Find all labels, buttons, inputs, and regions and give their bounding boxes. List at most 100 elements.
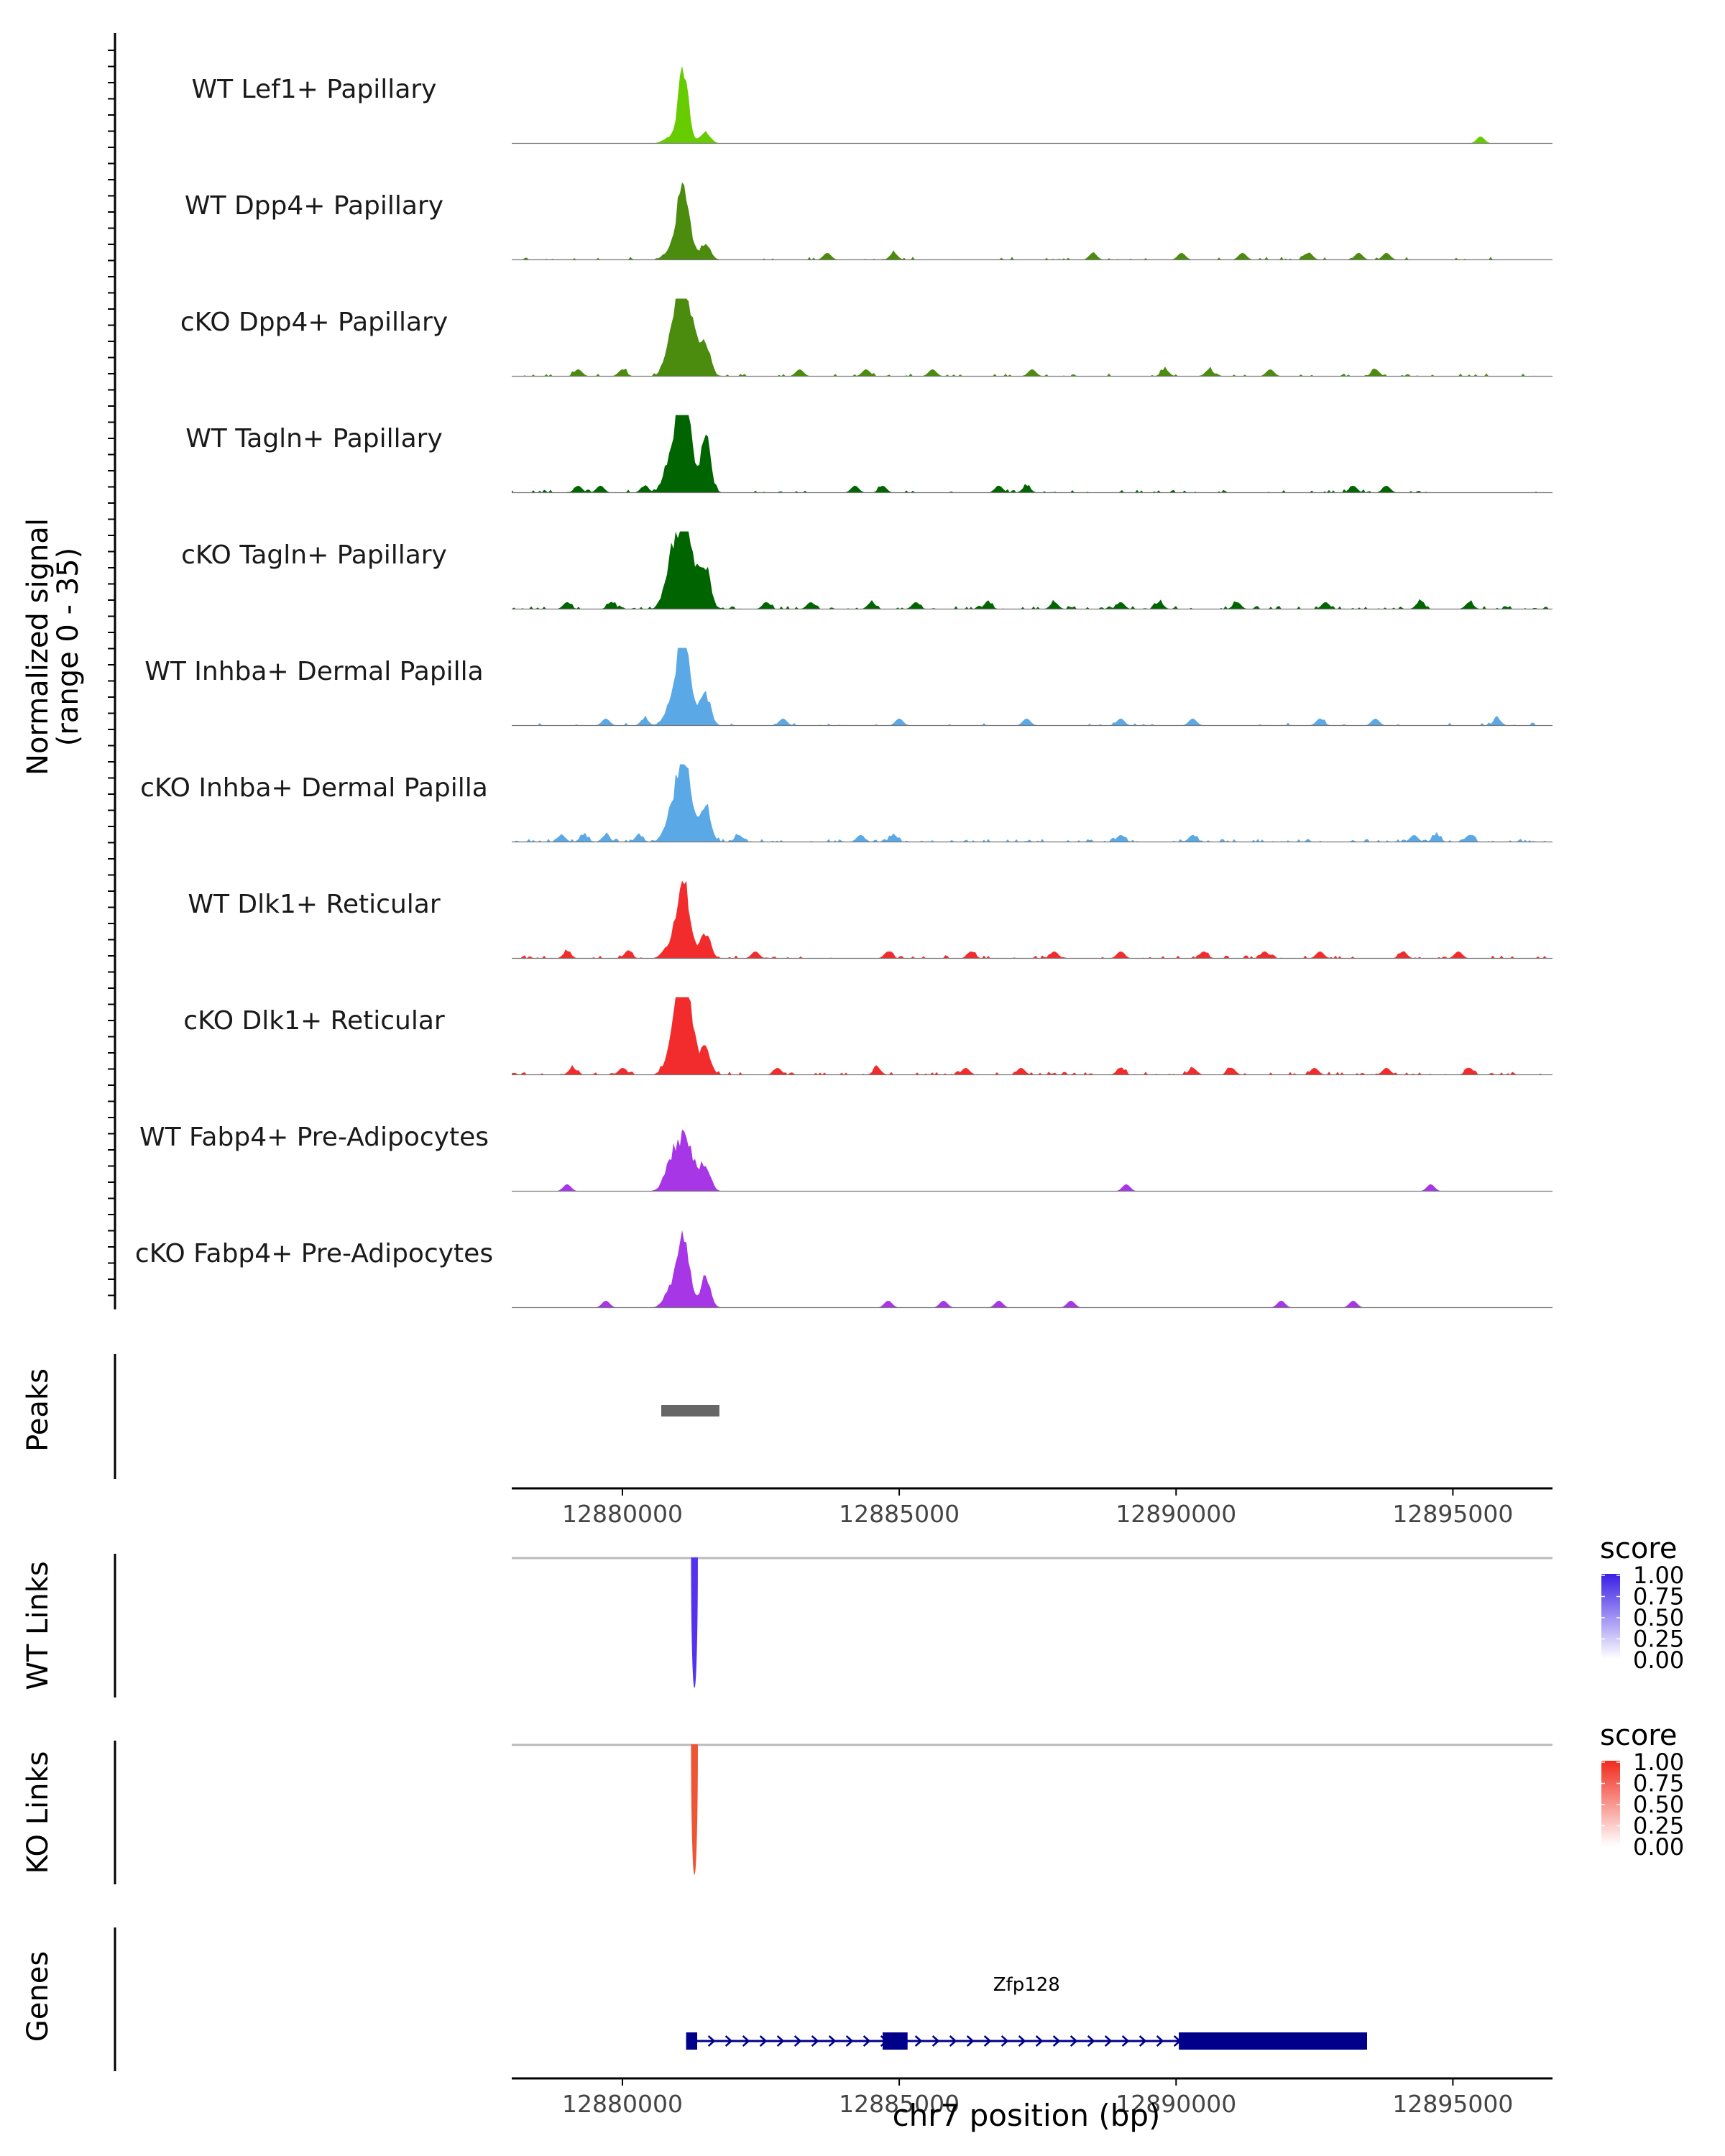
track-label: WT Fabp4+ Pre-Adipocytes: [139, 1123, 489, 1152]
legend-tick-label: 0.00: [1633, 1646, 1684, 1674]
x-tick-label: 12895000: [1392, 1500, 1513, 1528]
x-tick-label: 12890000: [1116, 2090, 1236, 2118]
strand-arrow: [794, 2035, 802, 2047]
links-label: KO Links: [22, 1751, 55, 1874]
gene-exon: [883, 2032, 908, 2050]
legend-colorbar: [1601, 1574, 1620, 1659]
x-axis-bottom: 12880000 12885000 12890000 12895000: [512, 2077, 1552, 2118]
legend-tick-label: 0.00: [1633, 1833, 1684, 1861]
coverage-track: cKO Tagln+ Papillary: [181, 531, 1552, 610]
legend-tick-label: 0.75: [1633, 1770, 1684, 1797]
x-tick-label: 12880000: [562, 2090, 683, 2118]
coverage-track: WT Inhba+ Dermal Papilla: [144, 648, 1552, 727]
coverage-signal-area: [512, 415, 1552, 493]
signal-axis-label-line1: Normalized signal: [22, 518, 55, 775]
gene-model: Zfp128: [686, 1974, 1367, 2050]
coverage-signal-area: [512, 880, 1552, 959]
strand-arrow: [914, 2035, 923, 2047]
strand-arrow: [1070, 2035, 1078, 2047]
x-tick-label: 12890000: [1116, 1500, 1236, 1528]
genes-label: Genes: [22, 1951, 55, 2042]
strand-arrow: [1104, 2035, 1113, 2047]
link-arc: [691, 1744, 698, 1875]
x-axis-mid: 12880000 12885000 12890000 12895000: [512, 1487, 1552, 1528]
track-label: cKO Inhba+ Dermal Papilla: [140, 773, 488, 803]
strand-arrow: [949, 2035, 957, 2047]
track-label: cKO Dlk1+ Reticular: [183, 1006, 445, 1036]
strand-arrow: [1052, 2035, 1061, 2047]
legend-tick-label: 1.00: [1633, 1749, 1684, 1776]
links-label: WT Links: [22, 1561, 55, 1690]
peak-region: [661, 1405, 719, 1416]
strand-arrow: [845, 2035, 854, 2047]
peaks-label: Peaks: [22, 1368, 55, 1452]
track-label: WT Lef1+ Papillary: [192, 75, 437, 104]
coverage-signal-area: [512, 182, 1552, 260]
legend-tick-label: 0.25: [1633, 1626, 1684, 1653]
strand-arrow: [759, 2035, 768, 2047]
coverage-signal-area: [512, 764, 1552, 842]
strand-arrow: [707, 2035, 716, 2047]
coverage-track: WT Dpp4+ Papillary: [185, 182, 1552, 261]
gene-exon: [686, 2032, 697, 2050]
coverage-signal-area: [512, 648, 1552, 726]
x-tick-label: 12880000: [562, 1500, 683, 1528]
track-label: WT Dlk1+ Reticular: [188, 890, 440, 919]
coverage-track: cKO Dlk1+ Reticular: [183, 997, 1552, 1076]
coverage-track: WT Dlk1+ Reticular: [188, 880, 1552, 959]
strand-arrow: [828, 2035, 837, 2047]
x-tick-label: 12885000: [839, 2090, 960, 2118]
peaks-panel: Peaks: [22, 1368, 719, 1452]
strand-arrow: [1018, 2035, 1026, 2047]
strand-arrow: [1121, 2035, 1130, 2047]
legend-title: score: [1600, 1532, 1677, 1565]
coverage-signal-area: [512, 65, 1552, 144]
legend-tick-label: 0.75: [1633, 1583, 1684, 1611]
strand-arrow: [1087, 2035, 1095, 2047]
coverage-tracks: WT Lef1+ Papillary WT Dpp4+ Papillary cKO …: [135, 65, 1552, 1309]
gene-exon: [1179, 2032, 1367, 2050]
gene-name-label: Zfp128: [993, 1974, 1060, 1996]
legend-tick-label: 0.50: [1633, 1791, 1684, 1818]
x-axis-title: chr7 position (bp): [893, 2098, 1161, 2133]
track-label: cKO Fabp4+ Pre-Adipocytes: [135, 1239, 493, 1268]
strand-arrow: [862, 2035, 871, 2047]
coverage-track: cKO Inhba+ Dermal Papilla: [140, 764, 1552, 843]
coverage-signal-area: [512, 1129, 1552, 1192]
legend-colorbar: [1601, 1761, 1620, 1846]
link-arc: [691, 1557, 698, 1688]
coverage-track: WT Tagln+ Papillary: [185, 415, 1552, 494]
track-label: cKO Tagln+ Papillary: [181, 540, 447, 570]
strand-arrow: [811, 2035, 819, 2047]
legend-tick-label: 1.00: [1633, 1562, 1684, 1589]
strand-arrow: [742, 2035, 750, 2047]
legend-tick-label: 0.50: [1633, 1604, 1684, 1631]
strand-arrow: [1138, 2035, 1147, 2047]
strand-arrow: [1000, 2035, 1009, 2047]
signal-axis-label: Normalized signal (range 0 - 35): [22, 518, 85, 775]
coverage-signal-area: [512, 298, 1552, 377]
legend-title: score: [1600, 1719, 1677, 1752]
coverage-signal-area: [512, 1230, 1552, 1308]
x-tick-label: 12885000: [839, 1500, 960, 1528]
strand-arrow: [932, 2035, 940, 2047]
strand-arrow: [724, 2035, 733, 2047]
track-label: WT Dpp4+ Papillary: [185, 191, 443, 221]
signal-axis-label-line2: (range 0 - 35): [52, 548, 85, 746]
coverage-signal-area: [512, 531, 1552, 609]
coverage-track: cKO Fabp4+ Pre-Adipocytes: [135, 1230, 1552, 1309]
coverage-track: cKO Dpp4+ Papillary: [180, 298, 1552, 377]
coverage-signal-area: [512, 997, 1552, 1075]
track-label: WT Tagln+ Papillary: [185, 424, 443, 453]
strand-arrow: [983, 2035, 992, 2047]
genes-panel: Genes Zfp128: [22, 1951, 1367, 2050]
legend-tick-label: 0.25: [1633, 1812, 1684, 1840]
coverage-track: WT Lef1+ Papillary: [192, 65, 1552, 144]
strand-arrow: [776, 2035, 785, 2047]
strand-arrow: [1156, 2035, 1164, 2047]
